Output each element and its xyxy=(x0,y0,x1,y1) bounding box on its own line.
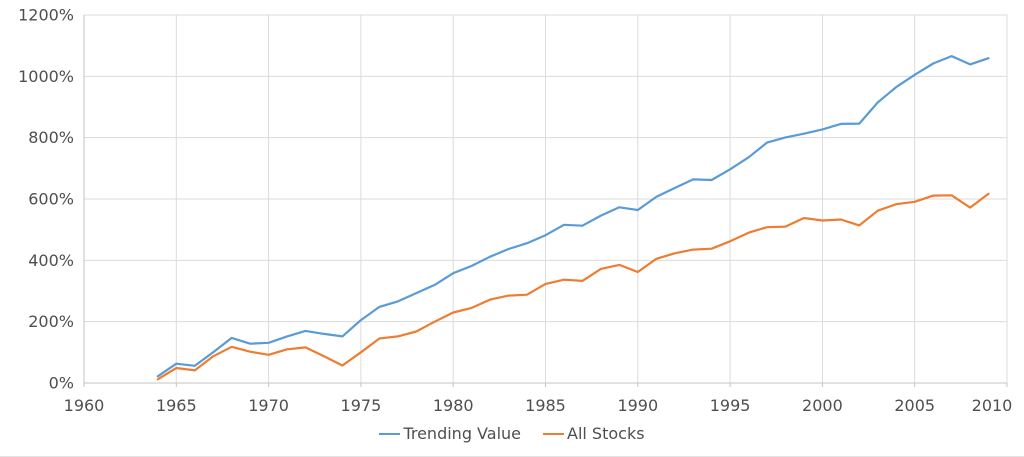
y-tick-label: 0% xyxy=(49,374,74,393)
x-tick-label: 1960 xyxy=(64,396,105,415)
y-tick-label: 800% xyxy=(28,128,74,147)
legend-line-swatch-trending-value xyxy=(379,432,401,435)
legend-item-trending-value: Trending Value xyxy=(379,424,521,443)
y-tick-label: 1200% xyxy=(18,6,74,25)
x-tick-label: 1965 xyxy=(156,396,197,415)
y-tick-label: 1000% xyxy=(18,67,74,86)
legend-line-swatch-all-stocks xyxy=(543,432,564,435)
x-tick-label: 1980 xyxy=(433,396,474,415)
x-tick-label: 1970 xyxy=(248,396,289,415)
x-tick-label: 2000 xyxy=(802,396,843,415)
legend: Trending Value All Stocks xyxy=(0,424,1024,443)
legend-label-trending-value: Trending Value xyxy=(403,424,521,443)
x-tick-label: 1995 xyxy=(710,396,751,415)
series-line-trending-value xyxy=(156,54,990,378)
chart-svg: 0% 200% 400% 600% 800% 1000% 1200% 1960 1965 1970… xyxy=(18,6,1013,416)
x-tick-label: 2010 xyxy=(972,396,1013,415)
x-tick-label: 1990 xyxy=(617,396,658,415)
y-tick-label: 600% xyxy=(28,190,74,209)
y-tick-label: 400% xyxy=(28,251,74,270)
x-tick-label: 1975 xyxy=(341,396,382,415)
legend-item-all-stocks: All Stocks xyxy=(543,424,645,443)
x-tick-label: 1985 xyxy=(525,396,566,415)
y-tick-label: 200% xyxy=(28,312,74,331)
series-line-all-stocks xyxy=(156,192,990,381)
legend-label-all-stocks: All Stocks xyxy=(567,424,645,443)
x-tick-label: 2005 xyxy=(894,396,935,415)
